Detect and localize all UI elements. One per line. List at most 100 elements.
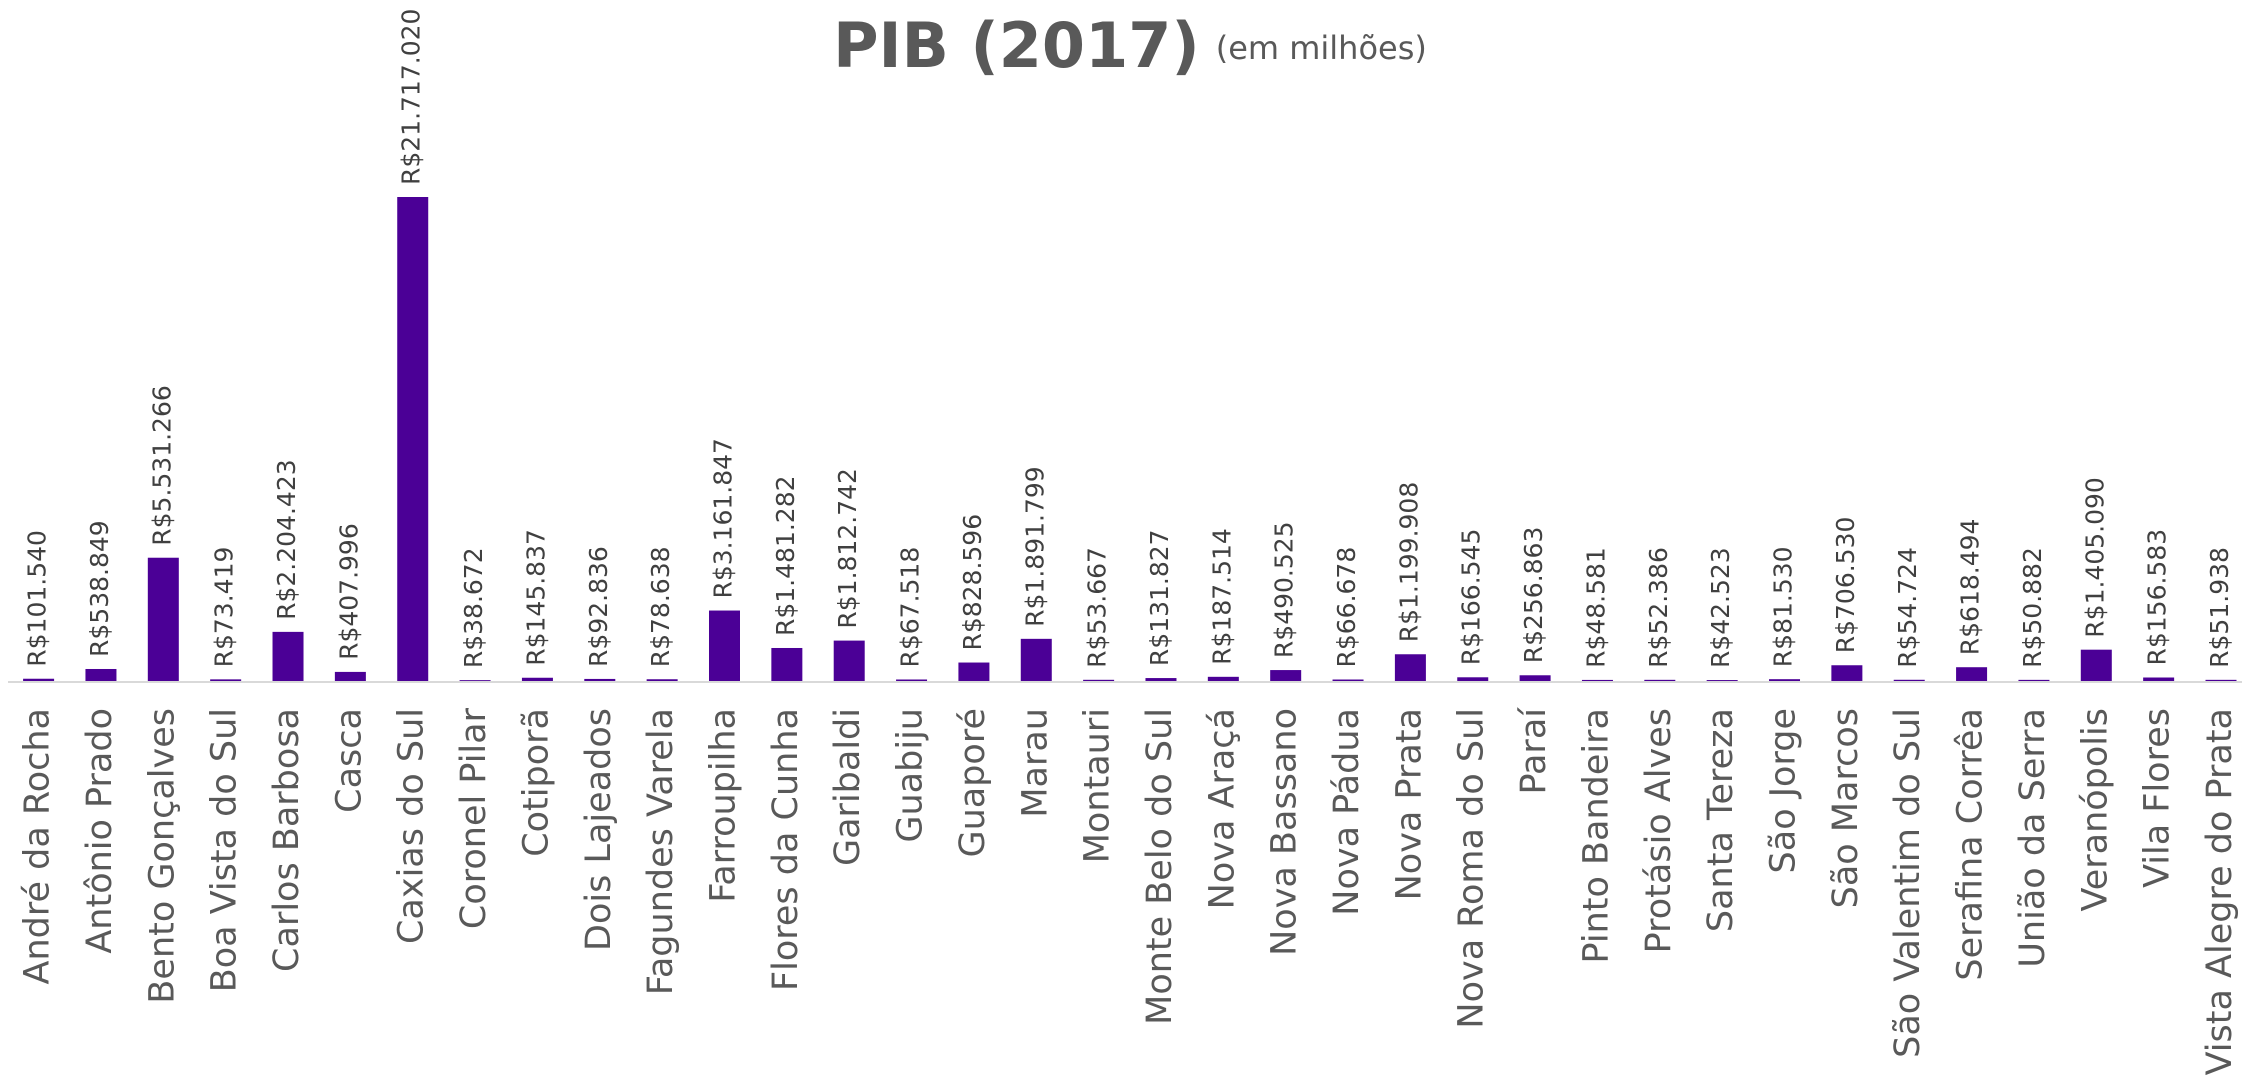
x-tick-label: Carlos Barbosa [267,708,307,972]
value-label: R$21.717.020 [397,9,426,185]
bar [1956,667,1988,681]
value-label: R$187.514 [1207,528,1236,665]
value-label: R$706.530 [1831,517,1860,654]
bar [2018,679,2050,681]
bar [2143,677,2175,681]
x-tick-label: Nova Bassano [1265,708,1305,956]
value-label: R$1.812.742 [833,468,862,629]
bar [1270,670,1302,681]
bar [272,631,304,681]
x-tick-label: Fagundes Varela [641,708,681,995]
value-label: R$48.581 [1581,547,1610,668]
value-label: R$5.531.266 [147,385,176,546]
value-label: R$101.540 [23,530,52,667]
x-tick-label: Guabiju [891,708,931,843]
x-tick-label: Paraí [1514,707,1554,795]
x-tick-label: André da Rocha [18,708,58,984]
x-tick-label: Farroupilha [703,708,743,903]
bar [1020,638,1052,681]
bar [1207,676,1239,681]
bar [584,678,616,681]
value-label: R$1.891.799 [1020,466,1049,627]
bar [2205,679,2237,681]
value-label: R$618.494 [1956,519,1985,656]
bar [896,679,928,681]
bar [23,678,55,681]
bar [1644,679,1676,681]
bar [1831,665,1863,681]
value-label: R$166.545 [1457,529,1486,666]
chart-title: PIB (2017) [833,9,1200,82]
x-tick-label: Nova Prata [1389,708,1429,900]
chart-subtitle: (em milhões) [1216,29,1427,67]
bar [1769,679,1801,681]
value-label: R$131.827 [1145,529,1174,666]
x-tick-label: Dois Lajeados [579,708,619,951]
value-label: R$407.996 [334,523,363,660]
value-label: R$78.638 [646,546,675,667]
bar [1519,675,1551,681]
bar [1893,679,1925,681]
x-tick-label: Santa Tereza [1701,708,1741,932]
bar [210,679,242,681]
x-tick-label: Vila Flores [2138,708,2178,888]
x-tick-label: União da Serra [2013,708,2053,968]
value-label: R$1.405.090 [2080,477,2109,638]
bar [459,680,491,681]
x-tick-label: Garibaldi [828,708,868,866]
x-tick-label: Monte Belo do Sul [1140,708,1180,1025]
value-label: R$50.882 [2018,547,2047,668]
x-tick-label: Boa Vista do Sul [205,708,245,992]
bar [334,671,366,681]
value-label: R$538.849 [85,520,114,657]
bar [958,662,990,681]
value-label: R$1.481.282 [771,475,800,636]
value-label: R$3.161.847 [708,438,737,599]
bar [1394,654,1426,681]
x-tick-label: Bento Gonçalves [142,708,182,1004]
x-tick-label: Montauri [1078,708,1118,863]
bar [833,640,865,681]
value-label: R$66.678 [1332,547,1361,668]
value-label: R$490.525 [1270,521,1299,658]
value-label: R$828.596 [958,514,987,651]
x-tick-label: Nova Roma do Sul [1452,708,1492,1029]
bar [147,557,179,681]
x-tick-label: Veranópolis [2075,708,2115,912]
x-tick-label: Cotiporã [516,708,556,857]
x-tick-label: Caxias do Sul [392,708,432,944]
value-label: R$81.530 [1769,546,1798,667]
bar [1083,679,1115,681]
value-label: R$53.667 [1083,547,1112,668]
x-tick-label: Vista Alegre do Prata [2200,708,2240,1075]
value-label: R$2.204.423 [272,459,301,620]
bar [771,647,803,681]
x-tick-label: Nova Araçá [1202,708,1242,909]
x-tick-label: São Jorge [1764,708,1804,873]
x-tick-label: São Valentim do Sul [1888,708,1928,1058]
x-tick-label: Casca [329,708,369,813]
value-label: R$145.837 [521,529,550,666]
value-label: R$38.672 [459,547,488,668]
bar [646,679,678,681]
x-tick-label: Marau [1015,708,1055,818]
bar [708,610,740,681]
x-tick-label: Guaporé [953,708,993,858]
value-label: R$51.938 [2205,547,2234,668]
x-tick-label: Protásio Alves [1639,708,1679,953]
x-tick-label: Pinto Bandeira [1576,708,1616,963]
value-label: R$156.583 [2143,529,2172,666]
value-label: R$52.386 [1644,547,1673,668]
value-label: R$54.724 [1893,547,1922,668]
chart-title-group: PIB (2017) (em milhões) [833,9,1427,82]
bar [1706,680,1738,681]
x-tick-label: Serafina Corrêa [1951,708,1991,981]
x-tick-label: Flores da Cunha [766,708,806,991]
value-label: R$42.523 [1706,547,1735,668]
value-label: R$92.836 [584,546,613,667]
x-tick-label: Nova Pádua [1327,708,1367,916]
value-label: R$73.419 [210,547,239,668]
bar [1457,677,1489,681]
